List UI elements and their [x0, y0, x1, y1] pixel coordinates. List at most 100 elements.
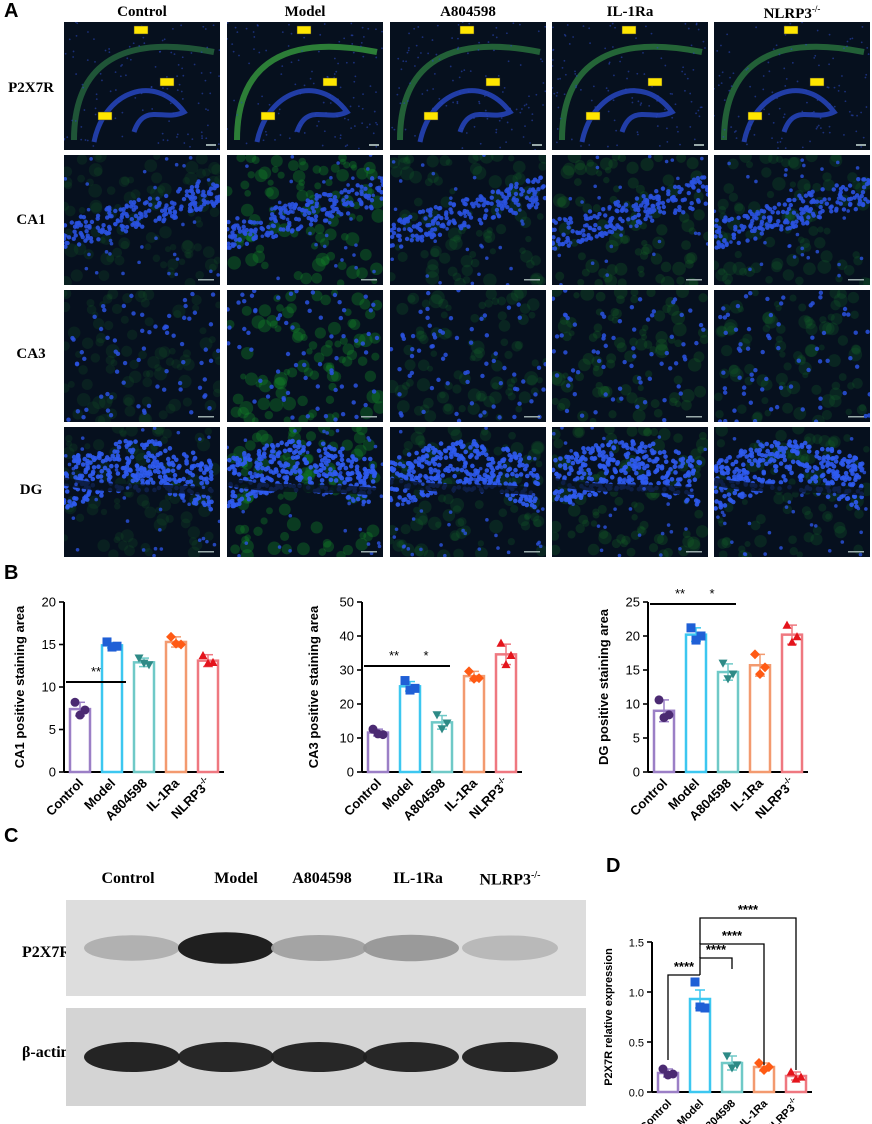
nucleus-dot [245, 142, 248, 145]
nucleus-dot [74, 120, 77, 122]
stain-blob [75, 513, 85, 522]
nucleus-dot [109, 90, 112, 93]
nucleus-dot [301, 351, 306, 356]
stain-blob [781, 158, 791, 168]
stain-blob [337, 261, 347, 271]
nucleus-dot [848, 110, 851, 113]
nucleus-dot [573, 494, 578, 500]
nucleus-dot [279, 440, 284, 446]
nucleus-dot [611, 445, 617, 451]
nucleus-dot [154, 236, 158, 241]
nucleus-dot [637, 219, 641, 223]
nucleus-dot [828, 103, 831, 106]
nucleus-dot [659, 553, 663, 557]
nucleus-dot [638, 203, 644, 208]
stain-blob [87, 495, 101, 509]
stain-blob [717, 517, 724, 524]
nucleus-dot [439, 223, 444, 229]
stain-blob [261, 261, 269, 270]
nucleus-dot [318, 315, 324, 320]
stain-blob [532, 515, 545, 528]
stain-blob [630, 295, 639, 304]
stain-blob [699, 334, 708, 345]
nucleus-dot [507, 192, 512, 198]
stain-blob [235, 524, 245, 535]
nucleus-dot [416, 462, 422, 468]
nucleus-dot [284, 442, 290, 447]
nucleus-dot [213, 200, 219, 206]
nucleus-dot [478, 41, 480, 44]
stain-blob [428, 294, 443, 309]
nucleus-dot [177, 380, 183, 386]
nucleus-dot [865, 106, 868, 108]
stain-blob [418, 440, 426, 449]
stain-blob [450, 532, 460, 541]
stain-blob [409, 170, 422, 184]
nucleus-dot [84, 228, 89, 234]
nucleus-dot [552, 59, 554, 61]
nucleus-dot [425, 493, 430, 498]
nucleus-dot [410, 333, 416, 339]
nucleus-dot [121, 303, 127, 309]
nucleus-dot [603, 470, 609, 476]
stain-blob [789, 181, 797, 188]
stain-blob [98, 270, 110, 281]
nucleus-dot [816, 29, 819, 32]
nucleus-dot [789, 22, 792, 25]
nucleus-dot [355, 496, 361, 502]
stain-blob [169, 243, 177, 251]
nucleus-dot [293, 362, 299, 368]
stain-blob [825, 322, 839, 336]
stain-blob [830, 155, 842, 163]
stain-blob [697, 446, 705, 454]
nucleus-dot [491, 215, 497, 220]
nucleus-dot [818, 396, 823, 401]
nucleus-dot [157, 442, 163, 447]
nucleus-dot [140, 428, 145, 432]
nucleus-dot [603, 343, 608, 349]
nucleus-dot [649, 218, 655, 223]
nucleus-dot [684, 182, 689, 187]
nucleus-dot [795, 232, 800, 237]
nucleus-dot [456, 418, 462, 422]
stain-blob [240, 467, 250, 477]
nucleus-dot [666, 191, 671, 197]
stain-blob [531, 442, 544, 454]
nucleus-dot [157, 142, 160, 144]
stain-blob [430, 350, 438, 358]
nucleus-dot [451, 37, 454, 39]
nucleus-dot [107, 457, 113, 462]
stain-blob [588, 333, 598, 342]
nucleus-dot [402, 218, 407, 224]
nucleus-dot [678, 546, 682, 551]
nucleus-dot [322, 101, 325, 104]
nucleus-dot [529, 142, 531, 144]
stain-blob [797, 178, 811, 192]
nucleus-dot [197, 102, 200, 105]
nucleus-dot [173, 53, 176, 56]
nucleus-dot [259, 225, 264, 231]
nucleus-dot [557, 463, 563, 468]
nucleus-dot [444, 215, 449, 221]
nucleus-dot [252, 220, 257, 225]
nucleus-dot [610, 215, 615, 221]
nucleus-dot [175, 257, 180, 261]
nucleus-dot [250, 490, 256, 496]
stain-blob [305, 226, 316, 236]
nucleus-dot [409, 370, 415, 376]
nucleus-dot [805, 89, 808, 92]
nucleus-dot [465, 247, 470, 252]
nucleus-dot [420, 454, 426, 460]
nucleus-dot [685, 458, 691, 464]
nucleus-dot [647, 376, 653, 382]
nucleus-dot [463, 69, 466, 72]
nucleus-dot [100, 458, 106, 464]
stain-blob [251, 156, 260, 165]
nucleus-dot [76, 458, 82, 464]
nucleus-dot [307, 476, 313, 481]
stain-blob [714, 392, 723, 402]
stain-blob [165, 403, 176, 414]
stain-blob [230, 544, 240, 555]
stain-blob [92, 155, 107, 163]
nucleus-dot [822, 131, 825, 134]
